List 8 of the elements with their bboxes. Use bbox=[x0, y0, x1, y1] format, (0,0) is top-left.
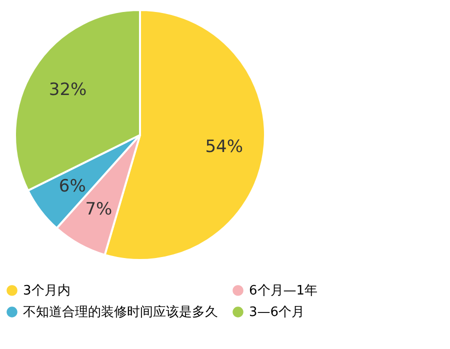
data-label: 6% bbox=[58, 176, 86, 196]
data-label: 32% bbox=[48, 80, 87, 100]
data-label: 7% bbox=[85, 199, 112, 220]
legend-label: 6个月—1年 bbox=[249, 283, 318, 298]
legend-label: 不知道合理的装修时间应该是多久 bbox=[23, 304, 218, 320]
legend-label: 3—6个月 bbox=[249, 305, 305, 320]
legend-label: 3个月内 bbox=[23, 283, 70, 298]
data-label: 54% bbox=[205, 137, 244, 158]
